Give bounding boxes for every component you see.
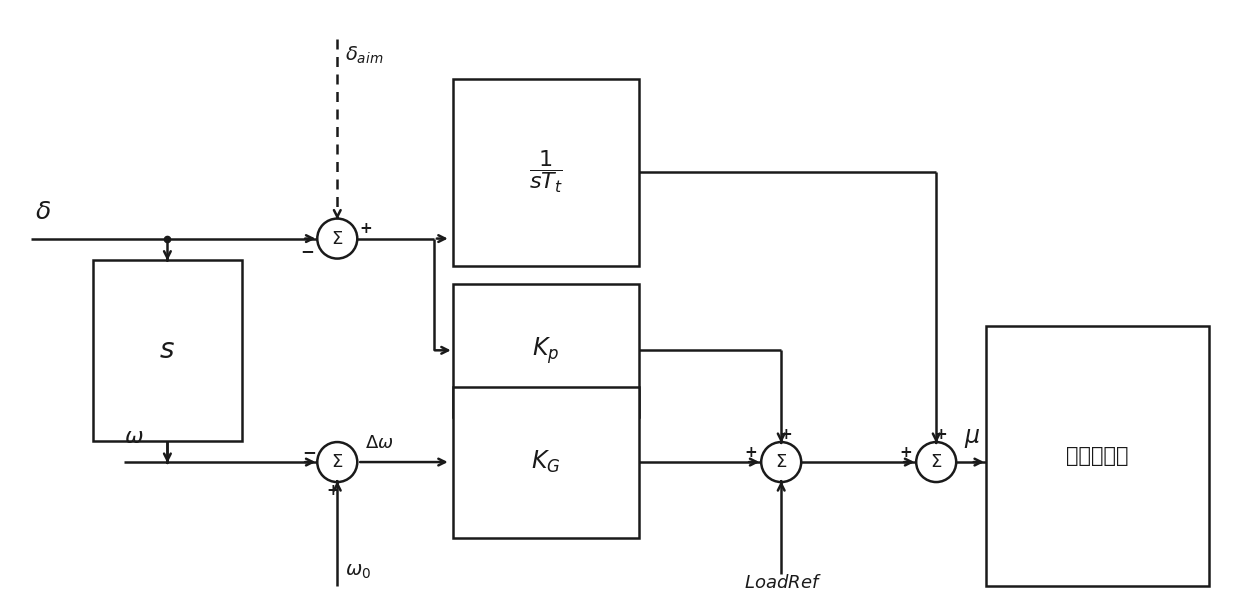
Text: $\Delta\omega$: $\Delta\omega$ — [366, 434, 394, 452]
Text: $\Sigma$: $\Sigma$ — [331, 230, 343, 248]
Text: $LoadRef$: $LoadRef$ — [744, 574, 822, 592]
Text: −: − — [300, 242, 314, 260]
Text: $\delta_{aim}$: $\delta_{aim}$ — [345, 44, 383, 66]
Circle shape — [317, 219, 357, 259]
Text: +: + — [745, 445, 758, 460]
Text: +: + — [780, 426, 792, 442]
Text: $\mu$: $\mu$ — [965, 427, 981, 450]
Text: $\Sigma$: $\Sigma$ — [930, 453, 942, 471]
Bar — [453, 284, 639, 417]
Text: +: + — [935, 426, 947, 442]
Text: +: + — [358, 221, 372, 236]
Text: 汽轮机调门: 汽轮机调门 — [1066, 446, 1128, 466]
Circle shape — [317, 442, 357, 482]
Text: $\delta$: $\delta$ — [35, 201, 51, 223]
Text: $\omega$: $\omega$ — [124, 426, 144, 448]
Text: +: + — [326, 483, 339, 498]
Bar — [986, 326, 1209, 586]
Bar — [93, 260, 242, 441]
Circle shape — [916, 442, 956, 482]
Text: $s$: $s$ — [160, 337, 175, 364]
Text: $\Sigma$: $\Sigma$ — [331, 453, 343, 471]
Text: −: − — [303, 443, 316, 461]
Text: $K_G$: $K_G$ — [531, 449, 560, 475]
Bar — [453, 387, 639, 538]
Bar — [453, 79, 639, 266]
Text: $K_p$: $K_p$ — [532, 335, 559, 365]
Text: $\Sigma$: $\Sigma$ — [775, 453, 787, 471]
Text: +: + — [900, 445, 913, 460]
Circle shape — [761, 442, 801, 482]
Text: $\dfrac{1}{sT_t}$: $\dfrac{1}{sT_t}$ — [528, 149, 563, 196]
Text: $\omega_0$: $\omega_0$ — [345, 562, 371, 581]
